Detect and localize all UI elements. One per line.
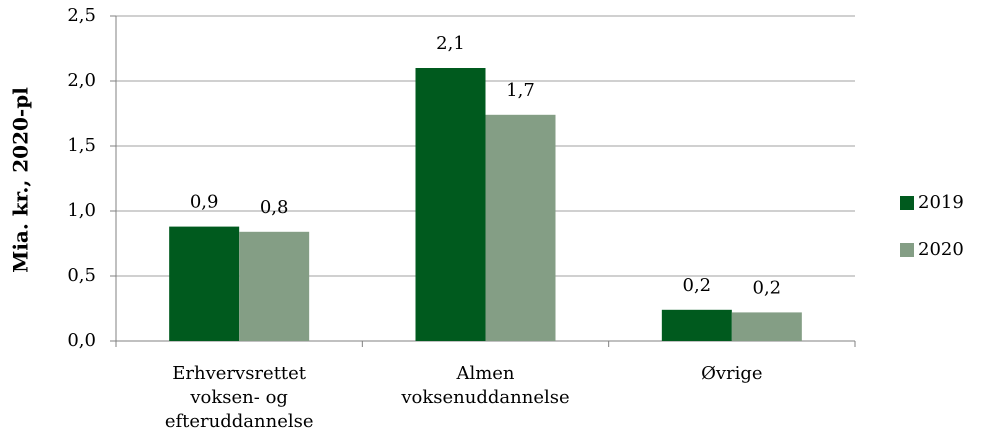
x-tick-label: Øvrige xyxy=(701,363,762,384)
y-tick-label: 2,0 xyxy=(67,70,96,91)
data-label: 0,9 xyxy=(190,192,219,213)
data-label: 0,2 xyxy=(753,277,782,298)
bar xyxy=(239,231,310,341)
bar xyxy=(415,68,486,341)
y-tick-label: 0,5 xyxy=(67,265,96,286)
data-label: 0,2 xyxy=(683,275,712,296)
legend-swatch xyxy=(900,196,914,210)
x-tick-label: Almen voksenuddannelse xyxy=(400,363,569,408)
data-label: 0,8 xyxy=(260,197,289,218)
y-tick-label: 1,0 xyxy=(67,200,96,221)
legend-label: 2019 xyxy=(918,192,964,213)
legend-label: 2020 xyxy=(918,239,964,260)
bar xyxy=(169,226,240,341)
y-axis-label: Mia. kr., 2020-pl xyxy=(9,87,33,273)
y-tick-label: 1,5 xyxy=(67,135,96,156)
bar xyxy=(731,312,802,341)
y-tick-label: 2,5 xyxy=(67,5,96,26)
x-tick-label: Erhvervsrettet voksen- og efteruddannelse xyxy=(165,363,314,432)
data-label: 2,1 xyxy=(436,33,465,54)
bar xyxy=(485,114,556,341)
y-tick-label: 0,0 xyxy=(67,330,96,351)
legend-swatch xyxy=(900,243,914,257)
bar xyxy=(661,309,732,341)
data-label: 1,7 xyxy=(506,80,535,101)
